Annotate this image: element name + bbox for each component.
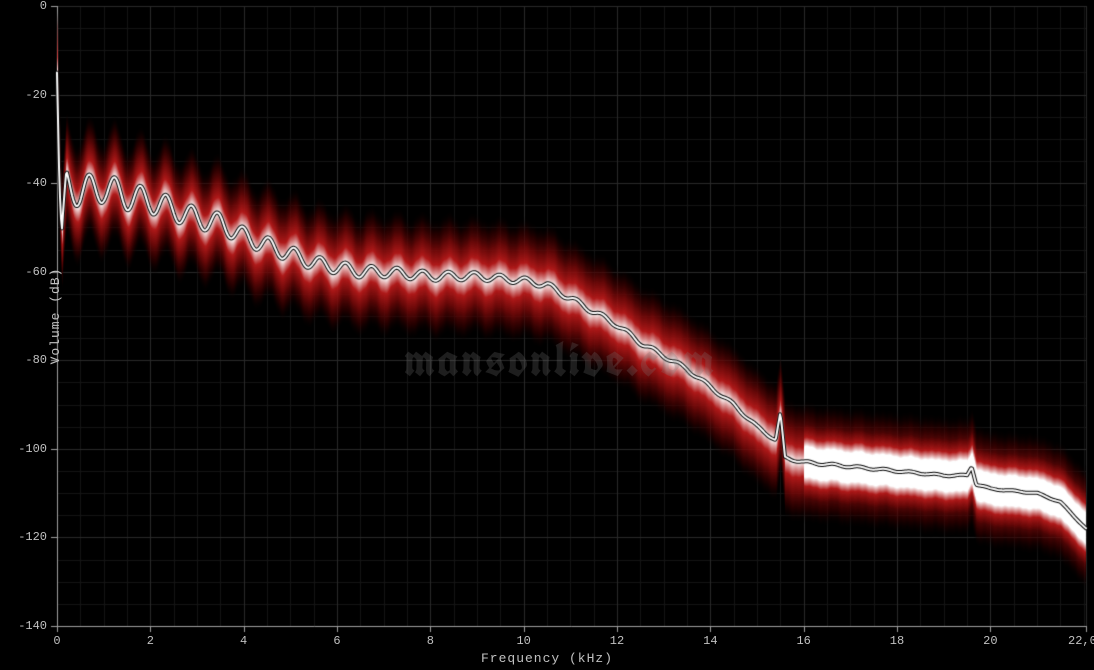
y-axis-label: Volume (dB) [48, 268, 63, 365]
x-tick-label: 0 [53, 634, 60, 648]
x-tick-label: 16 [796, 634, 810, 648]
y-tick-label: 0 [40, 0, 47, 13]
x-tick-label: 12 [610, 634, 624, 648]
y-tick-label: -100 [18, 442, 47, 456]
x-tick-label: 8 [427, 634, 434, 648]
y-tick-label: -20 [25, 88, 47, 102]
x-tick-label: 20 [983, 634, 997, 648]
y-tick-label: -80 [25, 353, 47, 367]
x-axis-label: Frequency (kHz) [0, 651, 1094, 666]
x-tick-label: 18 [890, 634, 904, 648]
x-tick-label: 2 [147, 634, 154, 648]
x-tick-label: 14 [703, 634, 717, 648]
x-tick-label: 4 [240, 634, 247, 648]
x-tick-label: 10 [516, 634, 530, 648]
y-tick-label: -140 [18, 619, 47, 633]
y-tick-label: -60 [25, 265, 47, 279]
y-tick-label: -40 [25, 176, 47, 190]
y-tick-label: -120 [18, 530, 47, 544]
x-tick-label: 6 [333, 634, 340, 648]
x-tick-label: 22,05 [1068, 634, 1094, 648]
spectrum-chart: mansonlive.com Volume (dB) Frequency (kH… [0, 0, 1094, 670]
mean-line-layer [0, 0, 1094, 670]
